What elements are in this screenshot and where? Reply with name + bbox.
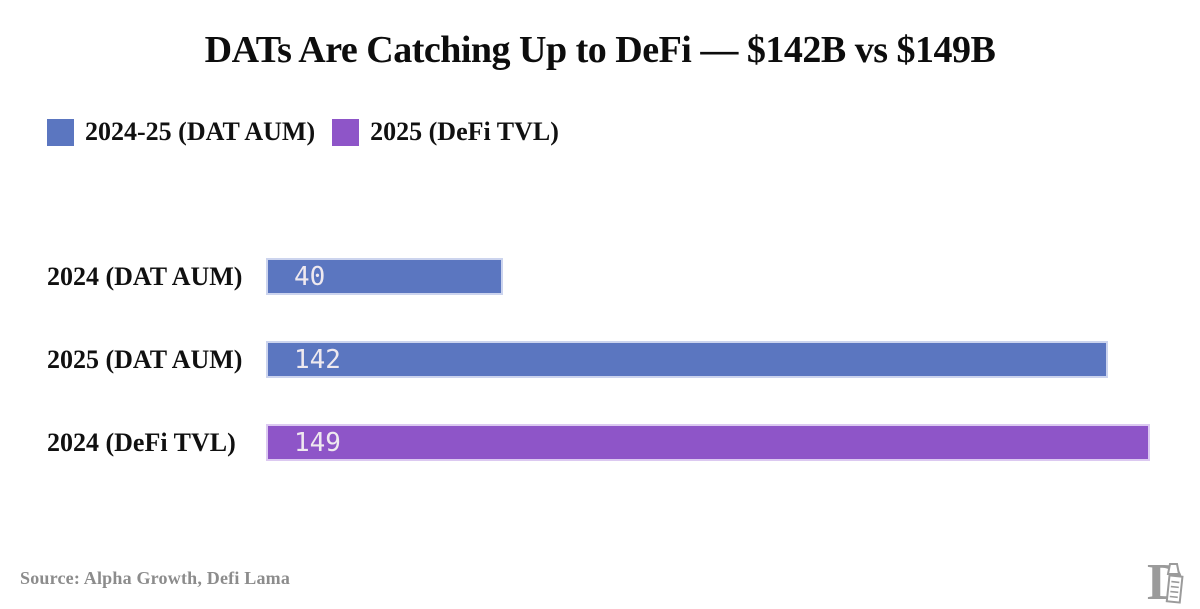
bar-row-2024-dat-aum: 2024 (DAT AUM) 40 <box>0 258 1200 295</box>
source-attribution: Source: Alpha Growth, Defi Lama <box>20 568 291 588</box>
bar-2025-dat-aum: 142 <box>266 341 1108 378</box>
bar-value-label: 149 <box>294 427 341 458</box>
bar-row-2025-dat-aum: 2025 (DAT AUM) 142 <box>0 341 1200 378</box>
bar-row-2024-defi-tvl: 2024 (DeFi TVL) 149 <box>0 424 1200 461</box>
legend-swatch-blue-icon <box>47 118 74 146</box>
legend-label: 2024-25 (DAT AUM) <box>85 117 316 146</box>
legend: 2024-25 (DAT AUM) 2025 (DeFi TVL) <box>47 117 559 147</box>
category-label: 2024 (DeFi TVL) <box>47 428 236 457</box>
bar-2024-dat-aum: 40 <box>266 258 503 295</box>
legend-swatch-purple-icon <box>332 118 360 146</box>
legend-item-defi-tvl: 2025 (DeFi TVL) <box>332 117 559 147</box>
bar-value-label: 142 <box>294 344 341 375</box>
legend-item-dat-aum: 2024-25 (DAT AUM) <box>47 117 315 147</box>
legend-label: 2025 (DeFi TVL) <box>370 117 559 146</box>
category-label: 2024 (DAT AUM) <box>47 262 243 291</box>
bar-value-label: 40 <box>294 261 326 292</box>
d-monogram-logo: D <box>1147 554 1185 606</box>
category-label: 2025 (DAT AUM) <box>47 345 243 374</box>
chart-title: DATs Are Catching Up to DeFi — $142B vs … <box>204 29 996 71</box>
bar-2024-defi-tvl: 149 <box>266 424 1150 461</box>
